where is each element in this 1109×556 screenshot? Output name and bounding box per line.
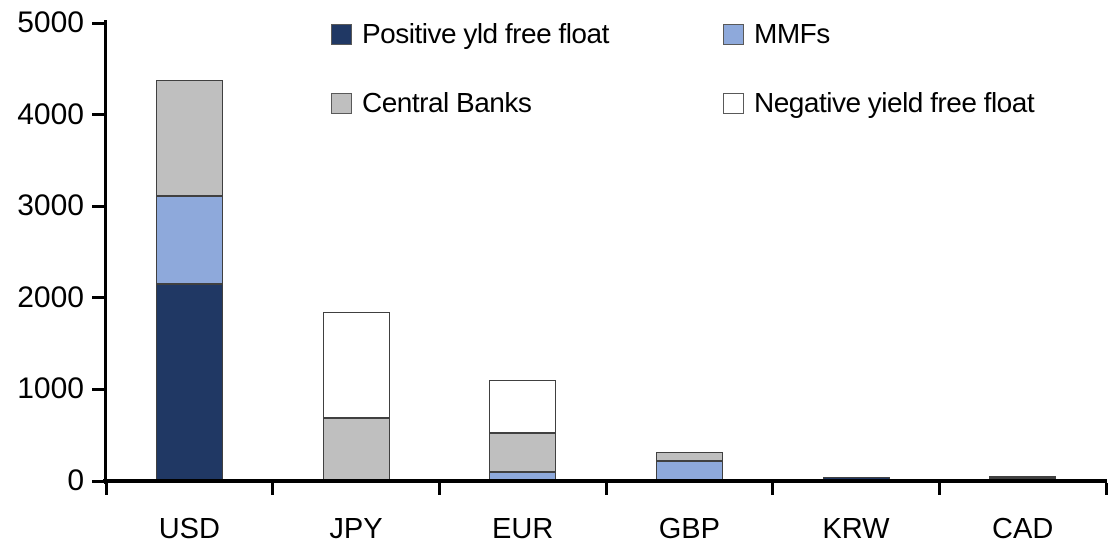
legend-swatch-negative-yield-free-float — [723, 92, 744, 114]
x-axis-tick — [271, 483, 275, 495]
legend-label-positive-yld-free-float: Positive yld free float — [362, 18, 609, 49]
legend-label-mmfs: MMFs — [754, 18, 830, 49]
x-axis-tick — [1104, 483, 1108, 495]
x-category-label: CAD — [992, 513, 1054, 545]
bar-segment — [322, 417, 390, 481]
legend-label-central-banks: Central Banks — [362, 87, 532, 118]
y-axis-tick-label: 0 — [67, 464, 84, 497]
bar-segment — [989, 475, 1057, 478]
x-axis-tick — [604, 483, 608, 495]
x-category-label: KRW — [822, 513, 890, 545]
y-axis-tick-label: 3000 — [17, 189, 84, 223]
legend-swatch-mmfs — [723, 23, 744, 45]
x-axis-tick — [937, 483, 941, 495]
y-axis-tick-label: 2000 — [17, 280, 84, 314]
legend-item-positive-yld-free-float: Positive yld free float — [331, 18, 609, 50]
y-axis-tick — [92, 204, 106, 208]
x-axis-tick — [771, 483, 775, 495]
bar-segment — [155, 284, 223, 481]
y-axis-tick-label: 1000 — [17, 372, 84, 406]
y-axis-tick — [92, 113, 106, 117]
y-axis-tick — [92, 479, 106, 483]
bar-segment — [655, 451, 723, 461]
bar-segment — [155, 79, 223, 197]
legend-swatch-positive-yld-free-float — [331, 23, 352, 45]
bar-segment — [655, 460, 723, 481]
legend-item-mmfs: MMFs — [723, 18, 830, 50]
y-axis-tick — [92, 21, 106, 25]
legend-item-central-banks: Central Banks — [331, 87, 532, 119]
legend-label-negative-yield-free-float: Negative yield free float — [754, 87, 1035, 118]
y-axis-tick — [92, 296, 106, 300]
x-axis-line — [103, 479, 1107, 483]
x-axis-tick — [104, 483, 108, 495]
legend-swatch-central-banks — [331, 92, 352, 114]
y-axis-tick — [92, 387, 106, 391]
x-category-label: GBP — [658, 513, 720, 545]
x-axis-tick — [437, 483, 441, 495]
bar-segment — [155, 196, 223, 285]
bar-segment — [489, 432, 557, 472]
bar-segment — [489, 380, 557, 433]
y-axis-tick-label: 4000 — [17, 97, 84, 131]
y-axis-line — [104, 20, 107, 484]
bar-segment — [322, 312, 390, 418]
x-category-label: JPY — [329, 513, 383, 545]
x-category-label: EUR — [492, 513, 554, 545]
y-axis-tick-label: 5000 — [17, 6, 84, 39]
x-category-label: USD — [158, 513, 220, 545]
legend-item-negative-yield-free-float: Negative yield free float — [723, 87, 1035, 119]
